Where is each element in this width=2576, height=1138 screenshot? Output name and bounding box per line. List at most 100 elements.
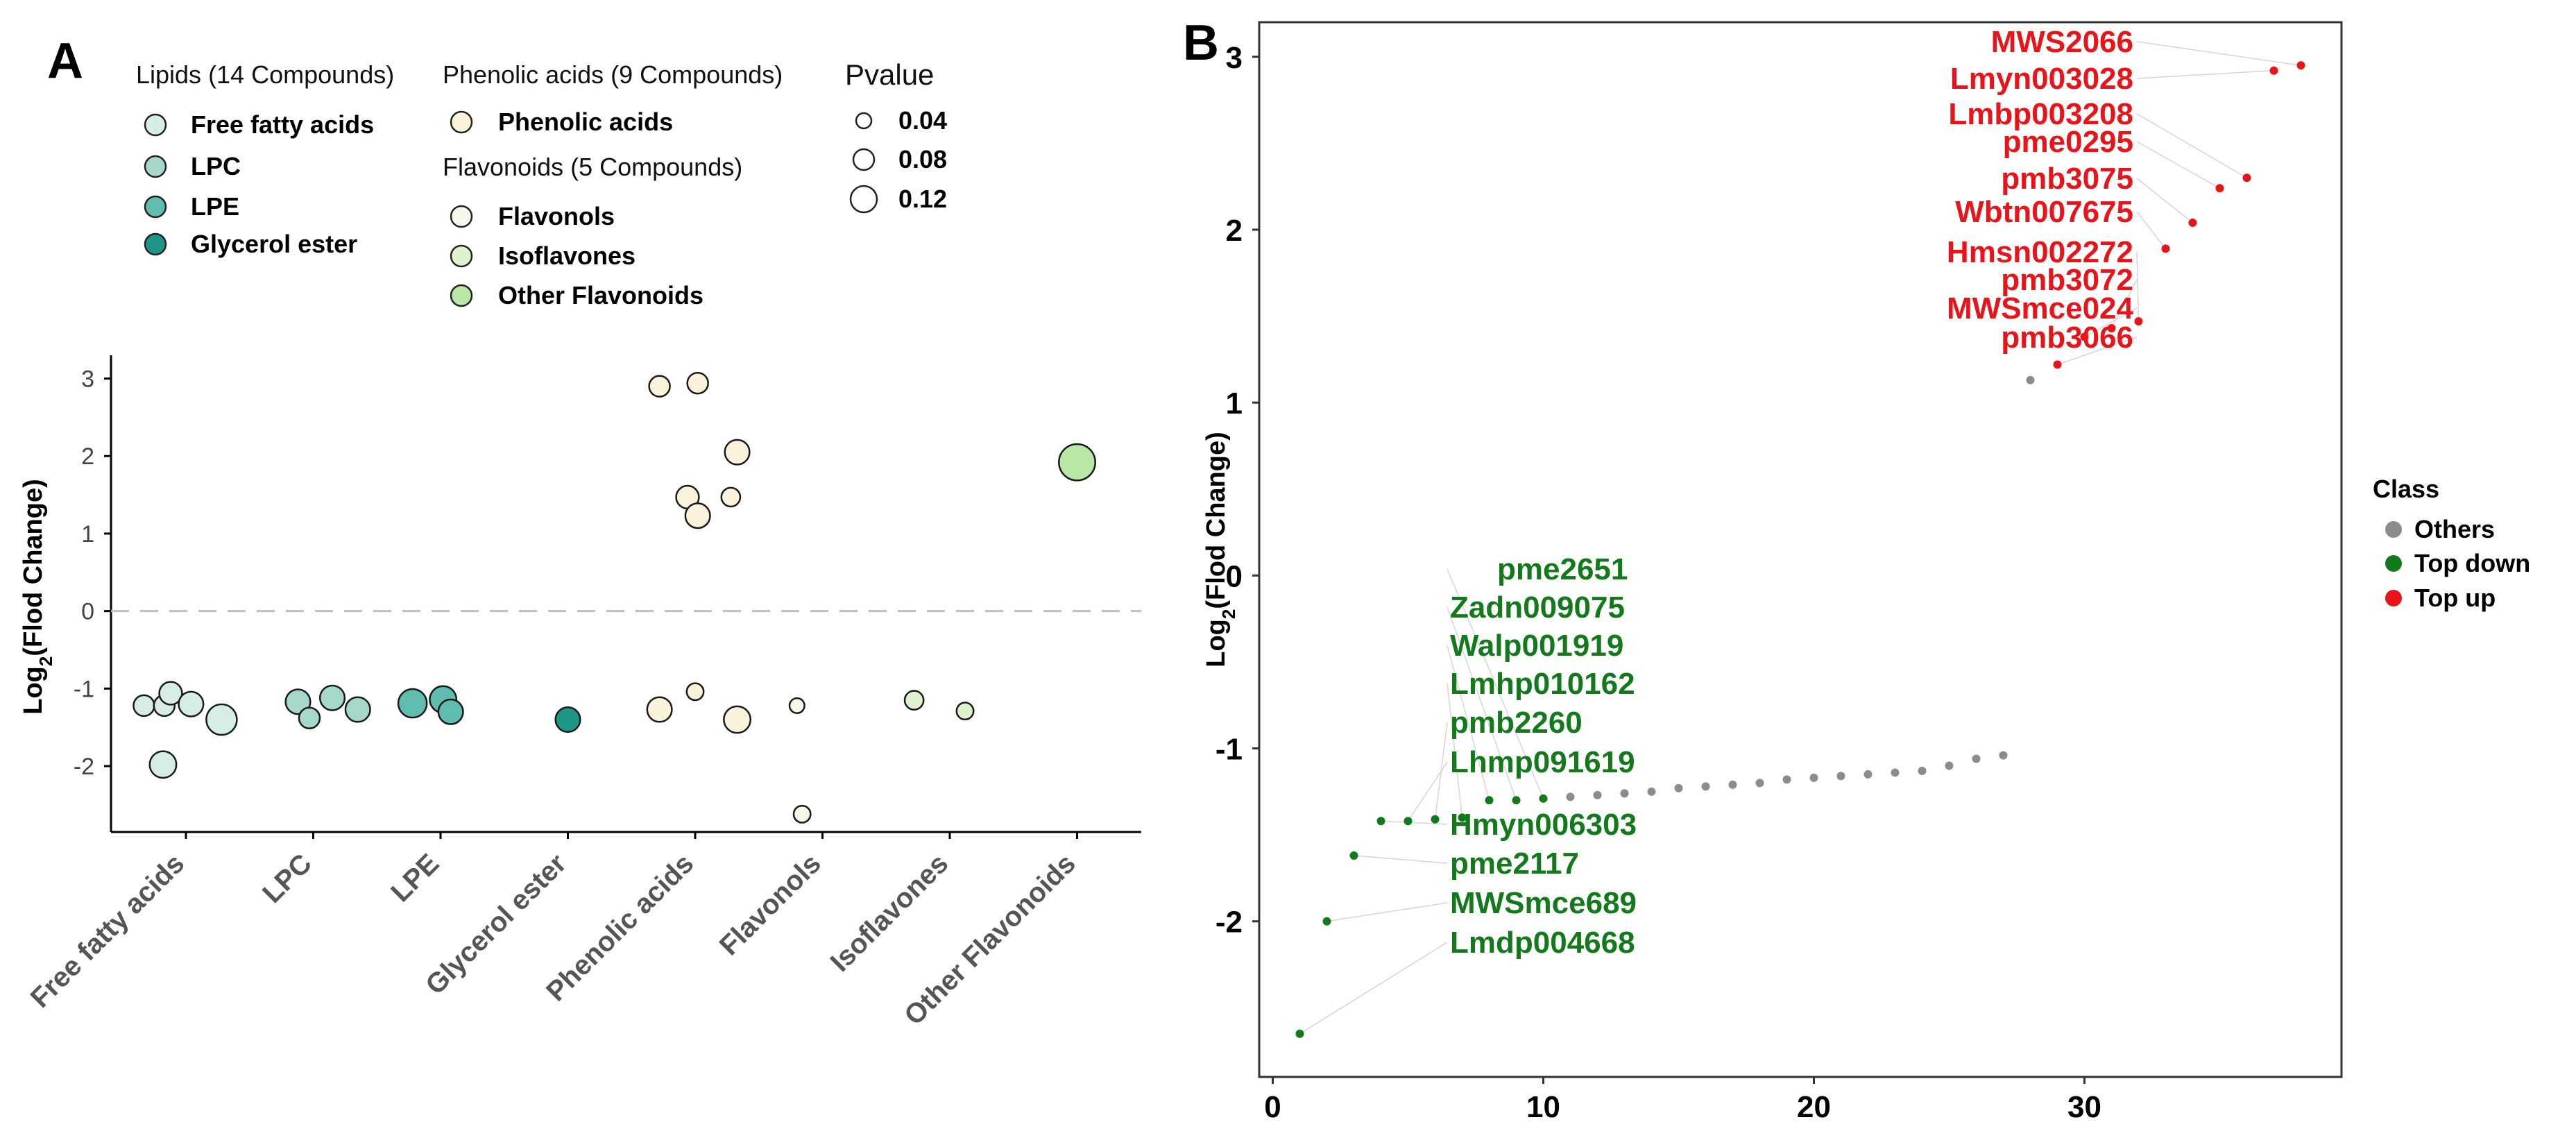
class-legend-label: Others bbox=[2414, 515, 2495, 543]
leader-line bbox=[1407, 761, 1448, 822]
x-tick-label: 0 bbox=[1264, 1090, 1281, 1124]
data-point bbox=[1295, 1029, 1304, 1038]
data-point bbox=[1863, 770, 1873, 779]
leader-line bbox=[2136, 211, 2167, 249]
leader-line bbox=[1447, 683, 1463, 818]
leader-line bbox=[1381, 820, 1448, 825]
data-point bbox=[788, 697, 805, 714]
data-point bbox=[437, 698, 464, 725]
size-legend-label: 0.12 bbox=[898, 185, 947, 213]
data-point bbox=[648, 375, 671, 398]
data-point bbox=[1349, 851, 1358, 860]
top-down-label: Zadn009075 bbox=[1450, 591, 1625, 625]
top-up-label: pmb3072 bbox=[2001, 263, 2133, 297]
class-legend-swatch-top-down bbox=[2385, 555, 2402, 572]
panel-b-legend: Class Others Top down Top up bbox=[2373, 475, 2530, 612]
data-point bbox=[344, 696, 371, 723]
top-up-label: pme0295 bbox=[2003, 125, 2133, 159]
data-point bbox=[646, 696, 673, 723]
size-legend-circle-small bbox=[855, 112, 873, 130]
top-up-label: Lmyn003028 bbox=[1950, 62, 2133, 96]
legend-swatch bbox=[144, 155, 167, 178]
data-point bbox=[684, 502, 711, 529]
data-point bbox=[1836, 772, 1845, 781]
size-legend-circle-large bbox=[849, 185, 878, 214]
legend-item-label: Free fatty acids bbox=[191, 110, 374, 139]
panel-a-letter: A bbox=[47, 33, 83, 89]
leader-line bbox=[2136, 141, 2220, 189]
x-tick-label: 20 bbox=[1797, 1090, 1831, 1124]
y-tick-label: 2 bbox=[81, 443, 94, 470]
data-point bbox=[2296, 61, 2305, 70]
leader-line bbox=[2136, 178, 2193, 223]
legend-swatch bbox=[144, 113, 167, 137]
panel-b-frame bbox=[1258, 21, 2343, 1078]
data-point bbox=[1918, 766, 1927, 775]
panel-b-plot: -2 -1 0 1 2 3 0 10 20 30 pme2651 Zadn009075 Walp00… bbox=[1202, 21, 2343, 1124]
y-tick-label: -1 bbox=[1216, 733, 1243, 767]
data-point bbox=[298, 706, 321, 730]
data-point bbox=[724, 439, 751, 466]
data-point bbox=[205, 703, 238, 736]
top-down-label: pme2117 bbox=[1450, 847, 1579, 881]
legend-item-label: Other Flavonoids bbox=[498, 281, 703, 309]
data-point bbox=[1945, 761, 1954, 770]
top-down-label: Lhmp091619 bbox=[1450, 745, 1635, 779]
data-point bbox=[1431, 815, 1440, 824]
data-point bbox=[1891, 768, 1900, 777]
top-down-label: Walp001919 bbox=[1450, 629, 1623, 663]
panel-b-letter: B bbox=[1183, 15, 1219, 71]
data-point bbox=[1972, 754, 1981, 763]
y-tick-label: 0 bbox=[81, 599, 94, 625]
data-point bbox=[1512, 796, 1521, 805]
data-point bbox=[1809, 773, 1818, 782]
data-point bbox=[318, 684, 346, 711]
x-category-label: Isoflavones bbox=[825, 848, 955, 978]
data-point bbox=[1458, 813, 1467, 822]
legend-group-title: Phenolic acids (9 Compounds) bbox=[443, 60, 783, 89]
data-point bbox=[2134, 317, 2143, 326]
data-point bbox=[1620, 789, 1629, 798]
leader-line bbox=[1299, 942, 1448, 1035]
data-point bbox=[2188, 219, 2197, 228]
y-tick-label: 3 bbox=[81, 366, 94, 393]
leader-line bbox=[1354, 855, 1448, 864]
panel-a-y-axis-label: Log2(Flod Change) bbox=[19, 479, 56, 715]
data-point bbox=[2026, 375, 2035, 384]
class-legend-label: Top up bbox=[2414, 584, 2496, 612]
data-point bbox=[1755, 779, 1764, 788]
data-point bbox=[686, 371, 709, 395]
data-point bbox=[2269, 66, 2278, 75]
data-point bbox=[158, 681, 183, 706]
legend-swatch bbox=[144, 232, 167, 256]
data-point bbox=[1999, 751, 2008, 760]
data-point bbox=[2053, 360, 2062, 369]
data-point bbox=[2242, 173, 2251, 182]
x-tick-label: 30 bbox=[2067, 1090, 2101, 1124]
y-tick-label: 3 bbox=[1226, 41, 1243, 75]
top-down-label: Hmyn006303 bbox=[1450, 808, 1637, 842]
top-up-label: MWS2066 bbox=[1991, 25, 2133, 59]
y-tick-label: 0 bbox=[1226, 559, 1243, 593]
panel-b-y-axis-label: Log2(Flod Change) bbox=[1202, 432, 1239, 668]
top-down-label: Lmdp004668 bbox=[1450, 926, 1635, 960]
leader-line bbox=[2136, 113, 2247, 178]
leader-line bbox=[2057, 337, 2138, 366]
data-point bbox=[1539, 794, 1548, 803]
top-up-label: Wbtn007675 bbox=[1955, 195, 2133, 229]
data-point bbox=[284, 688, 312, 715]
legend-swatch bbox=[450, 284, 473, 307]
data-point bbox=[720, 486, 742, 508]
data-point bbox=[1322, 917, 1331, 926]
leader-line bbox=[1447, 645, 1490, 801]
y-tick-label: -2 bbox=[74, 754, 94, 780]
legend-item-label: Flavonols bbox=[498, 202, 615, 230]
data-point bbox=[955, 702, 975, 721]
data-point bbox=[1647, 787, 1656, 796]
top-down-label: Lmhp010162 bbox=[1450, 667, 1635, 701]
legend-item-label: LPE bbox=[191, 192, 239, 221]
legend-swatch bbox=[450, 205, 473, 228]
data-point bbox=[2215, 184, 2224, 193]
